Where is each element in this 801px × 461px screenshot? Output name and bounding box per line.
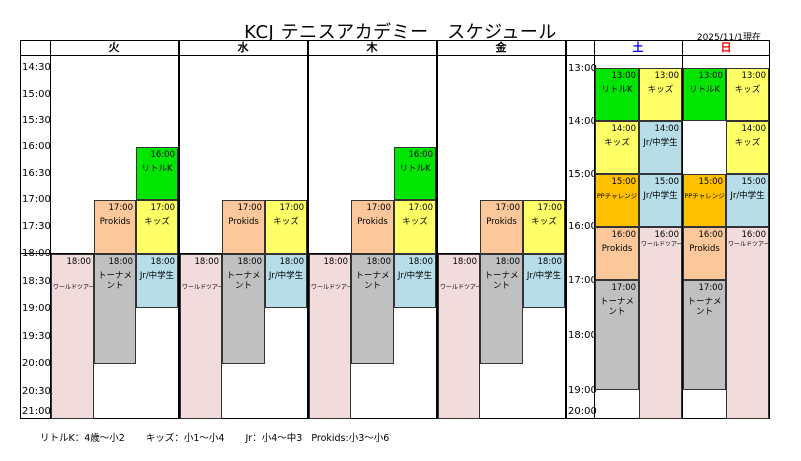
class-block-world-tour[interactable]: 16:00 ワールドツアー bbox=[639, 227, 682, 419]
time-label: 14:30 bbox=[22, 62, 51, 73]
class-block-tournament[interactable]: 18:00 トーナメント bbox=[222, 254, 265, 364]
class-block-prokids[interactable]: 16:00 Prokids bbox=[595, 227, 639, 280]
day-divider bbox=[307, 40, 309, 419]
time-label: 14:00 bbox=[568, 116, 597, 127]
class-block-world-tour[interactable]: 18:00 ワールドツアー bbox=[51, 254, 94, 419]
time-label: 17:00 bbox=[22, 194, 51, 205]
class-block-prokids[interactable]: 17:00 Prokids bbox=[94, 200, 136, 254]
time-label: 20:00 bbox=[22, 358, 51, 369]
class-block-kids[interactable]: 17:00 キッズ bbox=[523, 200, 565, 254]
class-block-world-tour[interactable]: 16:00 ワールドツアー bbox=[726, 227, 769, 419]
time-label: 18:00 bbox=[568, 330, 597, 341]
class-block-jr[interactable]: 15:00 Jr/中学生 bbox=[639, 174, 682, 227]
class-block-kids[interactable]: 17:00 キッズ bbox=[265, 200, 307, 254]
weekend-day-divider bbox=[682, 40, 683, 419]
legend-item: キッズ：小1～小4 bbox=[145, 433, 225, 444]
time-label: 17:00 bbox=[568, 275, 597, 286]
class-block-jr[interactable]: 15:00 Jr/中学生 bbox=[726, 174, 769, 227]
header-thu: 木 bbox=[366, 41, 378, 54]
time-label: 19:00 bbox=[568, 385, 597, 396]
class-block-little-k[interactable]: 16:00 リトルK bbox=[394, 147, 436, 200]
time-label: 19:00 bbox=[22, 303, 51, 314]
class-block-tournament[interactable]: 17:00 トーナメント bbox=[595, 280, 639, 390]
class-block-prokids[interactable]: 16:00 Prokids bbox=[683, 227, 726, 280]
date-note: 2025/11/1現在 bbox=[696, 33, 761, 43]
page-title: KCJ テニスアカデミー スケジュール bbox=[244, 22, 557, 43]
class-block-pp-challenge[interactable]: 15:00 PPチャレンジ bbox=[683, 174, 726, 227]
class-block-pp-challenge[interactable]: 15:00 PPチャレンジ bbox=[595, 174, 639, 227]
class-block-kids[interactable]: 17:00 キッズ bbox=[394, 200, 436, 254]
class-block-prokids[interactable]: 17:00 Prokids bbox=[222, 200, 265, 254]
header-divider bbox=[20, 55, 770, 56]
class-block-little-k[interactable]: 13:00 リトルK bbox=[683, 68, 726, 121]
time-label: 15:30 bbox=[22, 115, 51, 126]
class-block-prokids[interactable]: 17:00 Prokids bbox=[480, 200, 523, 254]
class-block-little-k[interactable]: 16:00 リトルK bbox=[136, 147, 178, 200]
legend-item: Prokids:小3～小6 bbox=[311, 433, 390, 444]
header-sat: 土 bbox=[632, 41, 644, 54]
time-label: 16:00 bbox=[22, 141, 51, 152]
class-block-tournament[interactable]: 18:00 トーナメント bbox=[351, 254, 394, 364]
class-block-world-tour[interactable]: 18:00 ワールドツアー bbox=[309, 254, 351, 419]
time-label: 16:00 bbox=[568, 221, 597, 232]
class-block-prokids[interactable]: 17:00 Prokids bbox=[351, 200, 394, 254]
time-label: 19:30 bbox=[22, 331, 51, 342]
time-label: 15:00 bbox=[22, 89, 51, 100]
class-block-world-tour[interactable]: 18:00 ワールドツアー bbox=[180, 254, 222, 419]
time-label: 13:00 bbox=[568, 63, 597, 74]
class-block-jr[interactable]: 18:00 Jr/中学生 bbox=[523, 254, 565, 308]
legend: リトルK：4歳～小2 キッズ：小1～小4 Jr：小4～中3 Prokids:小3… bbox=[40, 430, 407, 444]
day-divider bbox=[436, 40, 438, 419]
class-block-tournament[interactable]: 18:00 トーナメント bbox=[480, 254, 523, 364]
time-label: 16:30 bbox=[22, 168, 51, 179]
class-block-world-tour[interactable]: 18:00 ワールドツアー bbox=[438, 254, 480, 419]
time-label: 21:00 bbox=[22, 406, 51, 417]
time-label: 17:30 bbox=[22, 221, 51, 232]
time-label: 18:00 bbox=[22, 248, 51, 259]
time-label: 20:30 bbox=[22, 386, 51, 397]
class-block-jr[interactable]: 14:00 Jr/中学生 bbox=[639, 121, 682, 174]
time-label: 18:30 bbox=[22, 276, 51, 287]
class-block-kids[interactable]: 14:00 キッズ bbox=[595, 121, 639, 174]
class-block-tournament[interactable]: 17:00 トーナメント bbox=[683, 280, 726, 390]
class-block-jr[interactable]: 18:00 Jr/中学生 bbox=[136, 254, 178, 308]
class-block-jr[interactable]: 18:00 Jr/中学生 bbox=[394, 254, 436, 308]
class-block-kids[interactable]: 13:00 キッズ bbox=[639, 68, 682, 121]
class-block-jr[interactable]: 18:00 Jr/中学生 bbox=[265, 254, 307, 308]
header-wed: 水 bbox=[237, 41, 249, 54]
class-block-tournament[interactable]: 18:00 トーナメント bbox=[94, 254, 136, 364]
time-label: 15:00 bbox=[568, 169, 597, 180]
class-block-little-k[interactable]: 13:00 リトルK bbox=[595, 68, 639, 121]
time-label: 20:00 bbox=[568, 406, 597, 417]
header-tue: 火 bbox=[108, 41, 120, 54]
class-block-kids[interactable]: 17:00 キッズ bbox=[136, 200, 178, 254]
header-fri: 金 bbox=[495, 41, 507, 54]
day-divider bbox=[178, 40, 180, 419]
class-block-kids[interactable]: 13:00 キッズ bbox=[726, 68, 769, 121]
header-sun: 日 bbox=[720, 41, 732, 54]
class-block-kids[interactable]: 14:00 キッズ bbox=[726, 121, 769, 174]
legend-item: Jr：小4～中3 bbox=[245, 433, 303, 444]
weekend-time-divider bbox=[594, 40, 595, 419]
legend-item: リトルK：4歳～小2 bbox=[40, 433, 125, 444]
time-column-divider bbox=[50, 40, 51, 419]
